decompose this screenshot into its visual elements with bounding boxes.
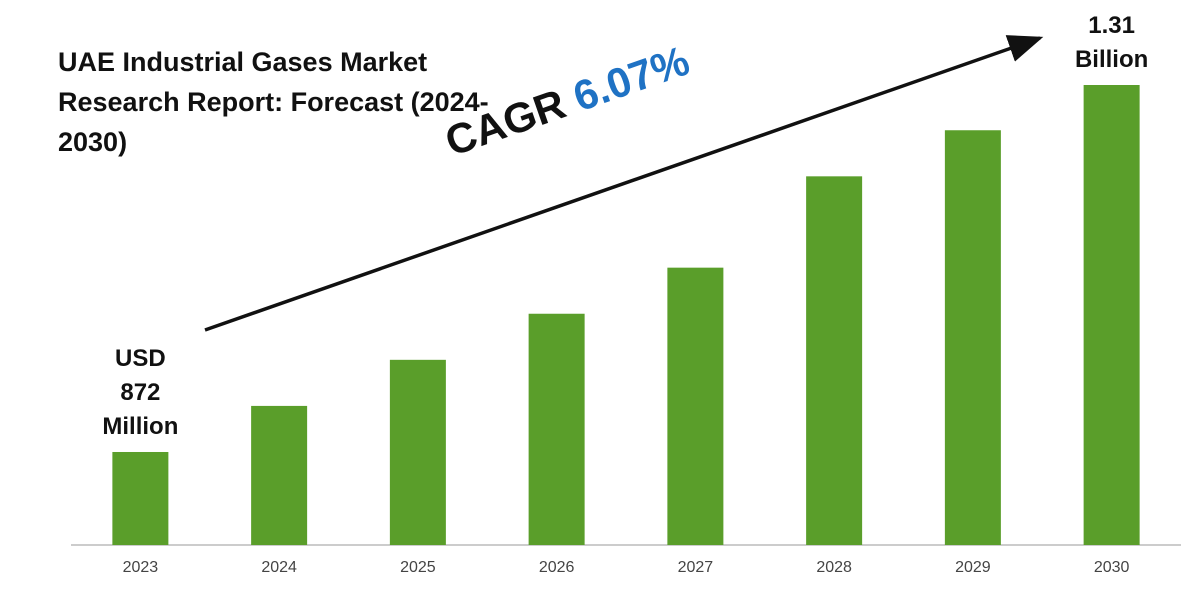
x-tick-label: 2028: [816, 559, 852, 576]
bar: [806, 176, 863, 545]
value-label: USD 872 Million: [102, 344, 179, 440]
x-tick-label: 2026: [539, 559, 575, 576]
bar: [1083, 85, 1140, 545]
x-tick-label: 2023: [123, 559, 159, 576]
chart-title: UAE Industrial Gases Market Research Rep…: [58, 47, 489, 157]
x-tick-label: 2029: [955, 559, 991, 576]
bar: [251, 405, 308, 545]
bar: [528, 313, 585, 545]
bar: [389, 359, 446, 545]
x-tick-label: 2030: [1094, 559, 1130, 576]
bar: [667, 267, 724, 545]
bar: [944, 130, 1001, 545]
x-tick-label: 2024: [261, 559, 297, 576]
x-tick-label: 2027: [678, 559, 714, 576]
trend-arrow: [204, 35, 1044, 332]
x-tick-label: 2025: [400, 559, 436, 576]
value-label: USD 1.31 Billion: [1074, 0, 1149, 73]
bar: [112, 451, 169, 545]
